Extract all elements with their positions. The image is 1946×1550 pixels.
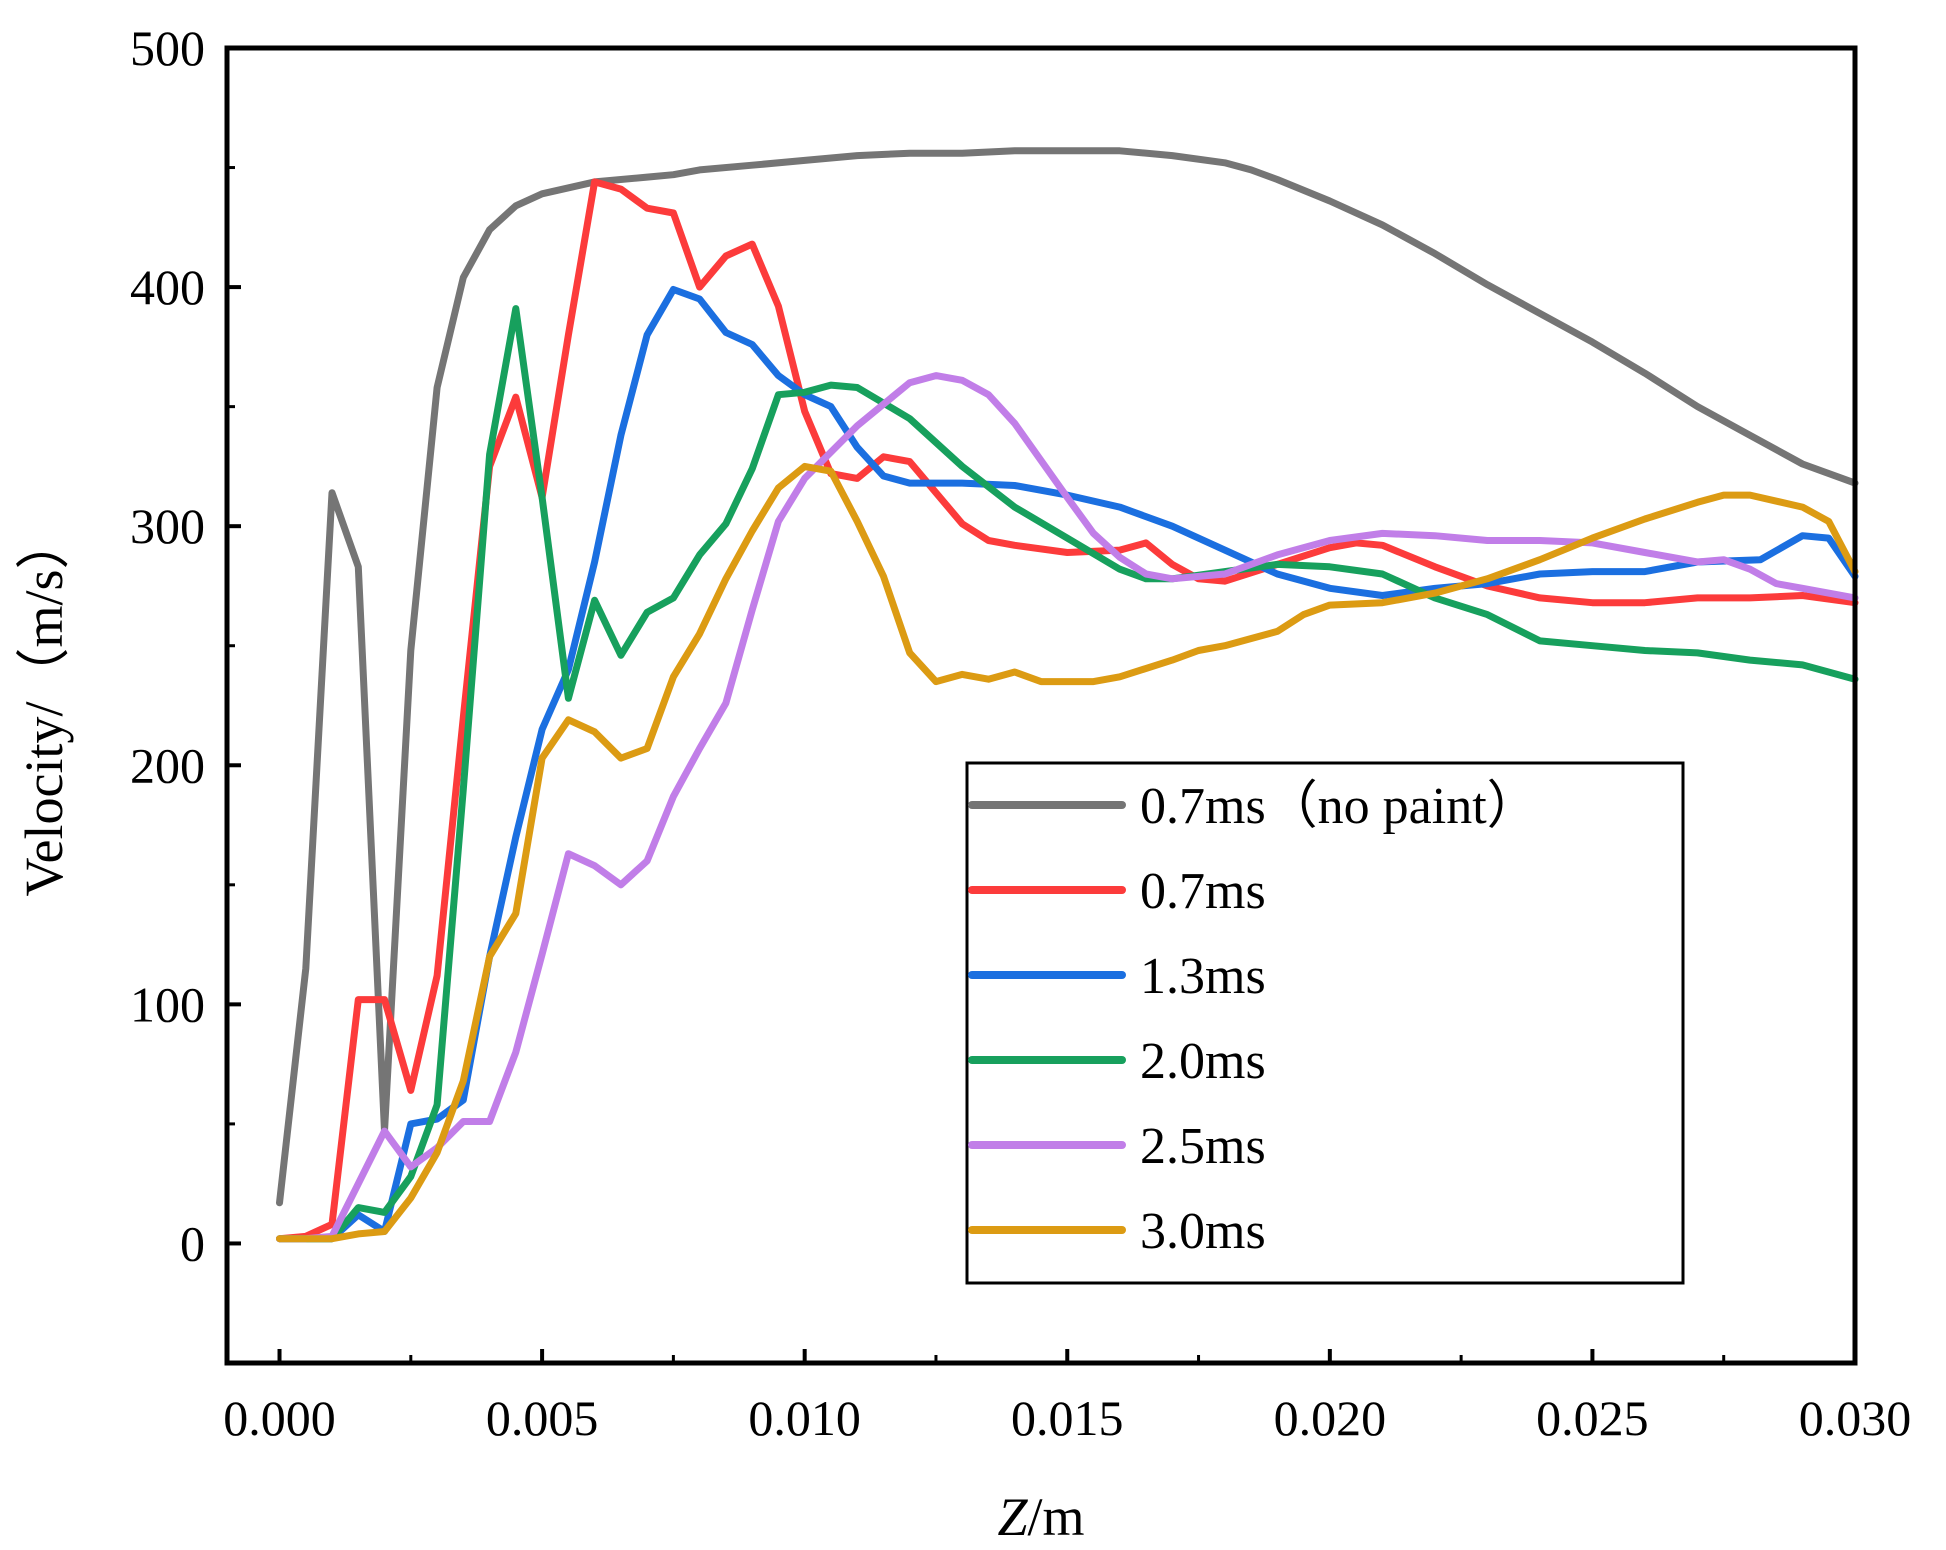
legend-entries: 0.7ms（no paint） 0.7ms 1.3ms 2.0ms 2.5ms 3.0ms — [968, 778, 1539, 1260]
y-tick-label: 0 — [180, 1215, 205, 1271]
ticks-layer: 0.000 0.005 0.010 0.015 0.020 0.025 0.030 0 100 2… — [130, 20, 1911, 1446]
x-tick-label: 0.000 — [223, 1390, 336, 1446]
x-tick-label: 0.015 — [1011, 1390, 1124, 1446]
series-line-5 — [276, 462, 1859, 1243]
x-axis-title-unit: /m — [1028, 1487, 1085, 1547]
plot-frame — [224, 45, 1858, 1366]
y-tick-label: 400 — [130, 259, 205, 315]
x-tick-label: 0.025 — [1536, 1390, 1649, 1446]
series-line-4 — [276, 372, 1859, 1243]
y-tick-label: 200 — [130, 737, 205, 793]
legend-label-5: 3.0ms — [1140, 1203, 1266, 1260]
y-tick-label: 300 — [130, 498, 205, 554]
legend: 0.7ms（no paint） 0.7ms 1.3ms 2.0ms 2.5ms 3.0ms — [965, 761, 1685, 1285]
legend-label-0: 0.7ms（no paint） — [1140, 778, 1539, 835]
legend-box — [965, 761, 1685, 1285]
x-axis-title: Z/m — [997, 1487, 1084, 1547]
y-axis-title: Velocity/（m/s） — [14, 516, 74, 897]
legend-label-2: 1.3ms — [1140, 948, 1266, 1005]
x-tick-label: 0.005 — [486, 1390, 599, 1446]
x-tick-label: 0.010 — [748, 1390, 861, 1446]
legend-label-3: 2.0ms — [1140, 1033, 1266, 1090]
y-tick-label: 500 — [130, 20, 205, 76]
x-tick-label: 0.020 — [1274, 1390, 1387, 1446]
legend-label-1: 0.7ms — [1140, 863, 1266, 920]
series-layer — [276, 147, 1859, 1243]
x-tick-label: 0.030 — [1799, 1390, 1912, 1446]
x-axis-title-variable: Z — [997, 1487, 1028, 1547]
y-tick-label: 100 — [130, 976, 205, 1032]
series-line-3 — [276, 305, 1859, 1243]
series-line-0 — [276, 147, 1859, 1207]
legend-label-4: 2.5ms — [1140, 1118, 1266, 1175]
